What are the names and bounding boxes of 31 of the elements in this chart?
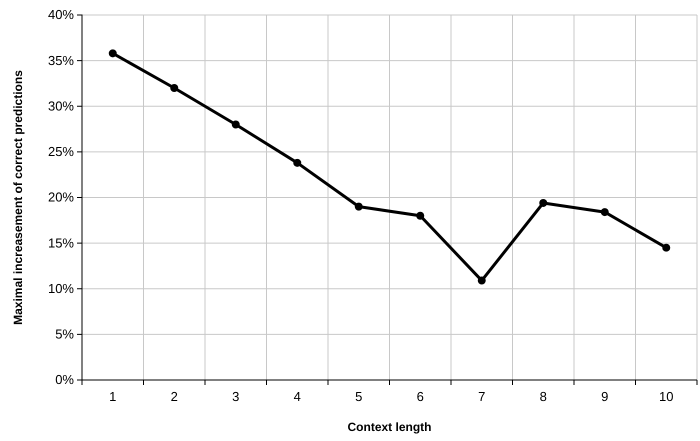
- point: [170, 84, 178, 92]
- x-axis-title: Context length: [348, 420, 432, 434]
- point: [662, 244, 670, 252]
- point: [416, 212, 424, 220]
- x-tick-label: 4: [294, 389, 301, 404]
- point: [354, 202, 363, 211]
- y-tick-label: 30%: [48, 98, 74, 114]
- point: [108, 49, 117, 58]
- x-tick-label: 10: [659, 389, 674, 404]
- x-tick-label: 1: [109, 389, 116, 404]
- point: [539, 198, 548, 207]
- x-tick-label: 2: [170, 389, 178, 404]
- y-tick-label: 25%: [48, 144, 74, 160]
- x-tick-label: 3: [232, 389, 240, 404]
- point: [600, 208, 609, 216]
- y-tick-label: 15%: [48, 235, 74, 250]
- y-tick-label: 20%: [48, 190, 74, 205]
- point: [232, 120, 240, 128]
- y-tick-label: 35%: [48, 52, 74, 68]
- x-tick-label: 9: [601, 389, 608, 404]
- point: [293, 158, 302, 167]
- y-tick-label: 10%: [48, 280, 74, 296]
- x-tick-label: 6: [416, 389, 424, 404]
- y-axis-title: Maximal increasement of correct predictions: [11, 70, 25, 325]
- x-tick-label: 5: [355, 389, 362, 404]
- y-tick-label: 40%: [48, 7, 74, 22]
- point: [478, 276, 486, 285]
- x-tick-label: 7: [478, 389, 486, 404]
- y-tick-label: 0%: [55, 372, 74, 388]
- y-tick-label: 5%: [55, 326, 74, 342]
- x-tick-label: 8: [540, 389, 547, 404]
